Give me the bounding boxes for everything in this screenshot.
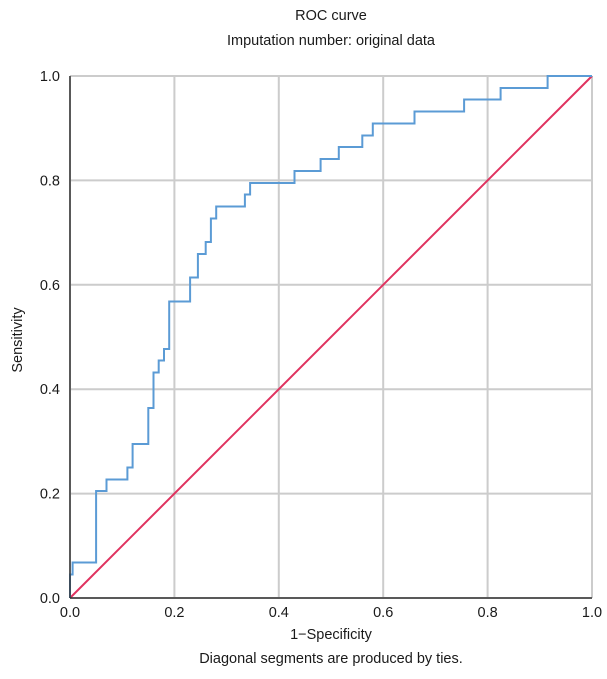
y-tick-label: 0.8 <box>40 173 60 189</box>
y-tick-label: 0.4 <box>40 382 60 398</box>
x-tick-label: 0.0 <box>60 605 80 621</box>
reference-line <box>69 75 593 599</box>
chart-footnote: Diagonal segments are produced by ties. <box>199 651 463 667</box>
x-tick-label: 0.2 <box>164 605 184 621</box>
axes: 0.0 0.2 0.4 0.6 0.8 1.0 0.0 0.2 0.4 0.6 0.8 1.0 <box>40 69 602 621</box>
y-tick-label: 0.6 <box>40 278 60 294</box>
y-tick-label: 0.0 <box>40 591 60 607</box>
x-tick-label: 0.8 <box>478 605 498 621</box>
chart-subtitle: Imputation number: original data <box>227 33 435 49</box>
y-axis-label: Sensitivity <box>10 307 26 373</box>
x-tick-label: 0.6 <box>373 605 393 621</box>
x-tick-label: 0.4 <box>269 605 289 621</box>
x-tick-label: 1.0 <box>582 605 602 621</box>
series-layer <box>69 75 593 599</box>
y-tick-label: 1.0 <box>40 69 60 85</box>
x-axis-label: 1−Specificity <box>290 627 372 643</box>
chart-title: ROC curve <box>295 8 367 24</box>
y-tick-label: 0.2 <box>40 487 60 503</box>
roc-curve <box>69 75 592 598</box>
